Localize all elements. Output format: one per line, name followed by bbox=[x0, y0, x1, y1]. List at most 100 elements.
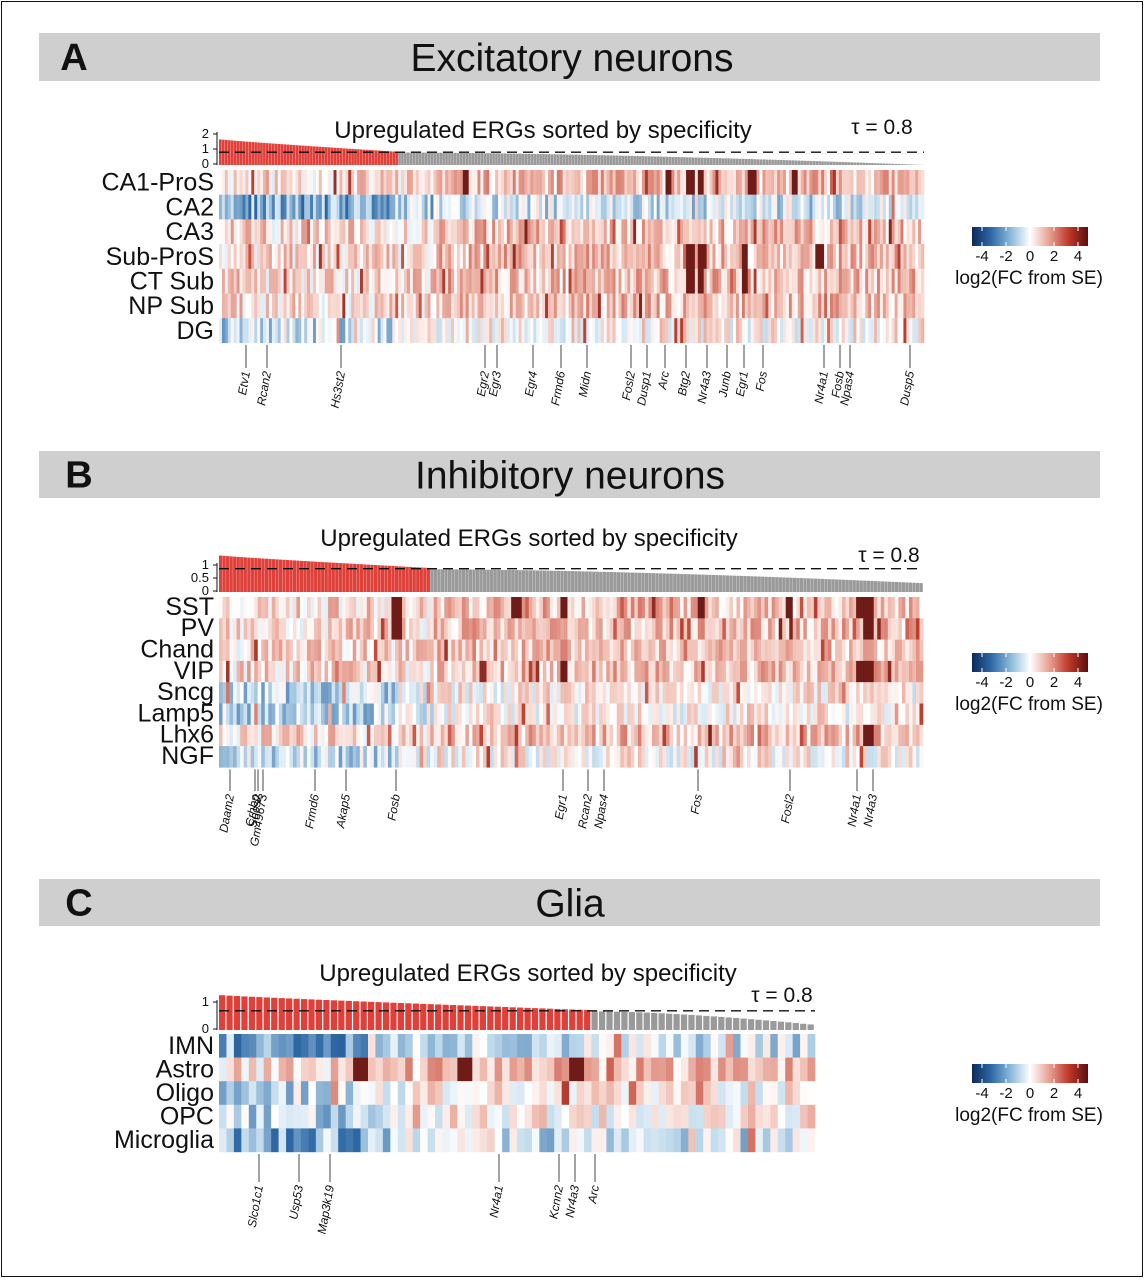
heatmap-cell bbox=[468, 703, 473, 725]
specificity-bar bbox=[370, 564, 374, 592]
heatmap-cell bbox=[333, 293, 337, 319]
heatmap-cell bbox=[853, 293, 857, 319]
heatmap-cell bbox=[598, 1104, 607, 1129]
heatmap-cell bbox=[233, 244, 237, 269]
heatmap-cell bbox=[308, 1057, 317, 1082]
heatmap-cell bbox=[588, 597, 593, 619]
heatmap-cell bbox=[421, 268, 425, 294]
heatmap-cell bbox=[321, 660, 325, 683]
heatmap-cell bbox=[694, 268, 699, 294]
heatmap-cell bbox=[370, 639, 375, 662]
legend-label: log2(FC from SE) bbox=[955, 694, 1103, 715]
heatmap-cell bbox=[630, 170, 634, 195]
heatmap-cell bbox=[292, 244, 296, 269]
heatmap-cell bbox=[668, 318, 672, 344]
heatmap-cell bbox=[477, 318, 481, 344]
gene-label: Dusp5 bbox=[897, 370, 917, 407]
heatmap-cell bbox=[620, 639, 625, 662]
heatmap-cell bbox=[339, 219, 343, 245]
heatmap-cell bbox=[383, 194, 387, 220]
heatmap-cell bbox=[549, 597, 554, 619]
heatmap-cell bbox=[553, 682, 558, 704]
heatmap-cell bbox=[574, 170, 578, 195]
heatmap-cell bbox=[690, 660, 695, 683]
heatmap-cell bbox=[275, 746, 280, 768]
specificity-bar bbox=[674, 156, 677, 165]
heatmap-cell bbox=[741, 194, 746, 220]
heatmap-cell bbox=[236, 597, 241, 619]
heatmap-cell bbox=[800, 170, 804, 195]
heatmap-cell bbox=[371, 170, 376, 195]
heatmap-cell bbox=[521, 318, 525, 344]
heatmap-cell bbox=[377, 682, 382, 704]
heatmap-cell bbox=[788, 293, 793, 319]
heatmap-cell bbox=[856, 724, 860, 747]
heatmap-cell bbox=[820, 746, 825, 768]
specificity-bar bbox=[691, 157, 695, 165]
heatmap-cell bbox=[308, 1104, 317, 1129]
heatmap-cell bbox=[741, 219, 746, 245]
specificity-bar bbox=[330, 147, 334, 165]
heatmap-cell bbox=[391, 639, 396, 662]
heatmap-cell bbox=[747, 724, 751, 747]
heatmap-cell bbox=[863, 618, 868, 640]
heatmap-cell bbox=[370, 682, 375, 704]
legend-tick-label: 2 bbox=[1050, 248, 1058, 265]
heatmap-cell bbox=[743, 703, 748, 725]
heatmap-cell bbox=[850, 219, 854, 245]
heatmap-cell bbox=[602, 618, 607, 640]
heatmap-cell bbox=[359, 618, 364, 640]
heatmap-cell bbox=[915, 724, 920, 747]
heatmap-cell bbox=[847, 244, 851, 269]
heatmap-cell bbox=[277, 268, 282, 294]
heatmap-cell bbox=[756, 318, 760, 344]
heatmap-cell bbox=[433, 170, 437, 195]
specificity-bar bbox=[754, 576, 758, 592]
heatmap-cell bbox=[888, 293, 893, 319]
heatmap-cell bbox=[708, 746, 713, 768]
heatmap-cell bbox=[447, 682, 452, 704]
heatmap-cell bbox=[553, 268, 558, 294]
specificity-bar bbox=[380, 150, 384, 165]
heatmap-cell bbox=[712, 318, 716, 344]
heatmap-cell bbox=[433, 219, 437, 245]
heatmap-cell bbox=[239, 293, 243, 319]
heatmap-cell bbox=[738, 219, 743, 245]
heatmap-cell bbox=[815, 293, 819, 319]
heatmap-cell bbox=[299, 746, 304, 768]
heatmap-cell bbox=[416, 639, 420, 662]
gene-label: Usp53 bbox=[286, 1184, 306, 1221]
heatmap-cell bbox=[338, 660, 343, 683]
specificity-bar bbox=[812, 161, 816, 165]
heatmap-cell bbox=[718, 724, 723, 747]
heatmap-cell bbox=[285, 724, 290, 747]
heatmap-cell bbox=[327, 268, 331, 294]
heatmap-cell bbox=[739, 703, 744, 725]
heatmap-cell bbox=[295, 318, 299, 344]
heatmap-cell bbox=[539, 194, 543, 220]
heatmap-cell bbox=[542, 724, 547, 747]
heatmap-cell bbox=[620, 724, 625, 747]
heatmap-cell bbox=[352, 597, 357, 619]
heatmap-cell bbox=[785, 1081, 793, 1105]
heatmap-cell bbox=[222, 724, 227, 747]
heatmap-cell bbox=[644, 244, 649, 269]
heatmap-cell bbox=[448, 219, 452, 245]
heatmap-cell bbox=[730, 170, 734, 195]
specificity-bar bbox=[820, 578, 825, 592]
heatmap-cell bbox=[729, 639, 734, 662]
heatmap-cell bbox=[528, 746, 533, 768]
heatmap-cell bbox=[595, 682, 600, 704]
heatmap-cell bbox=[359, 746, 364, 768]
heatmap-cell bbox=[863, 639, 868, 662]
heatmap-cell bbox=[518, 219, 522, 245]
heatmap-cell bbox=[577, 244, 581, 269]
heatmap-cell bbox=[426, 724, 431, 747]
heatmap-cell bbox=[395, 597, 399, 619]
heatmap-cell bbox=[859, 170, 863, 195]
heatmap-cell bbox=[589, 244, 593, 269]
specificity-bar bbox=[792, 1023, 799, 1030]
heatmap-cell bbox=[703, 318, 707, 344]
heatmap-cell bbox=[595, 639, 600, 662]
heatmap-cell bbox=[863, 724, 868, 747]
